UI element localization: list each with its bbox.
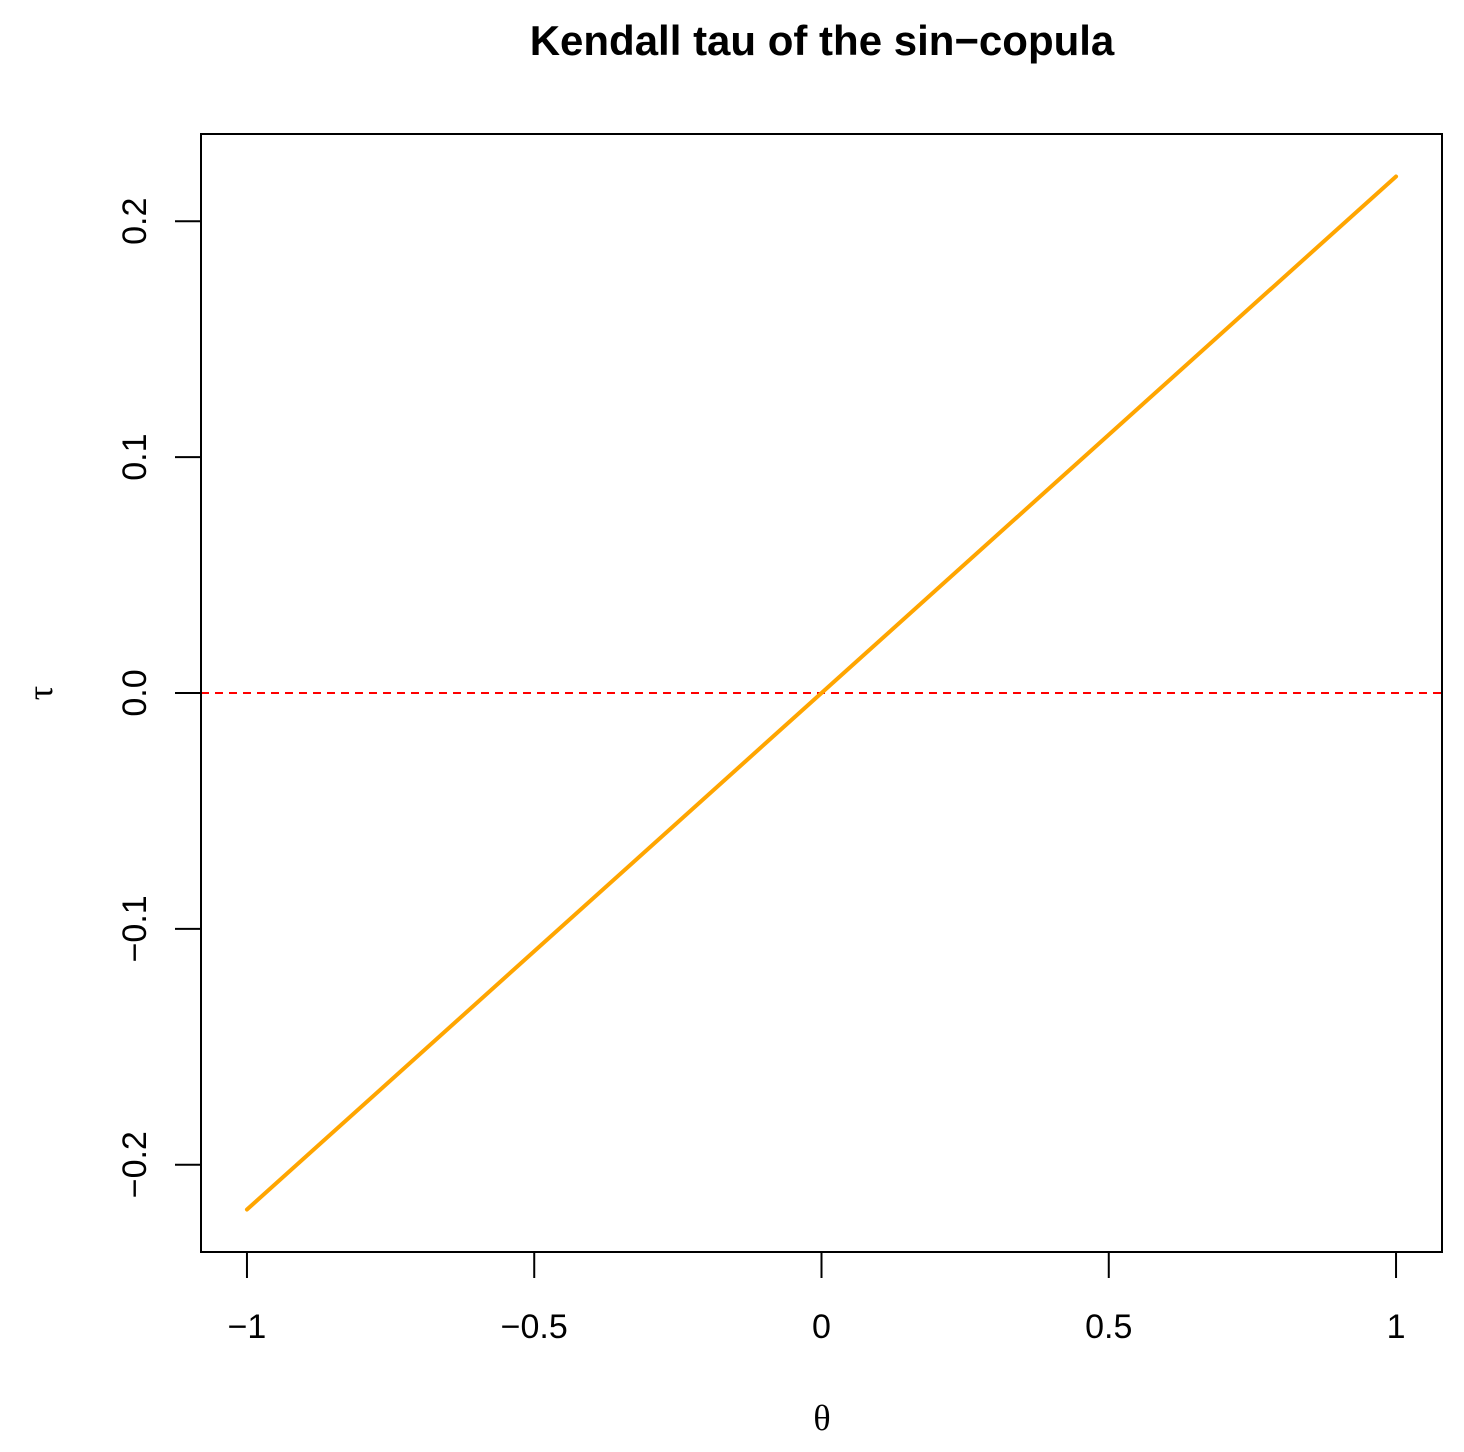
x-tick-label-4: 1 [1387, 1308, 1406, 1346]
x-tick-label-1: −0.5 [501, 1308, 568, 1346]
y-tick-label-1: −0.1 [116, 895, 154, 962]
x-axis-label: θ [813, 1398, 830, 1438]
series-line-0 [244, 174, 1399, 1212]
x-tick-label-0: −1 [228, 1308, 267, 1346]
chart-title: Kendall tau of the sin−copula [530, 17, 1115, 64]
series-layer [244, 174, 1399, 1212]
y-tick-label-3: 0.1 [116, 434, 154, 481]
x-axis: −1 −0.5 0 0.5 1 [228, 1251, 1406, 1346]
y-axis-label: τ [20, 686, 60, 700]
y-axis: −0.2 −0.1 0.0 0.1 0.2 [116, 198, 202, 1198]
x-tick-label-2: 0 [812, 1308, 831, 1346]
x-tick-label-3: 0.5 [1085, 1308, 1132, 1346]
y-tick-label-4: 0.2 [116, 198, 154, 245]
y-tick-label-2: 0.0 [116, 669, 154, 716]
y-tick-label-0: −0.2 [116, 1131, 154, 1198]
